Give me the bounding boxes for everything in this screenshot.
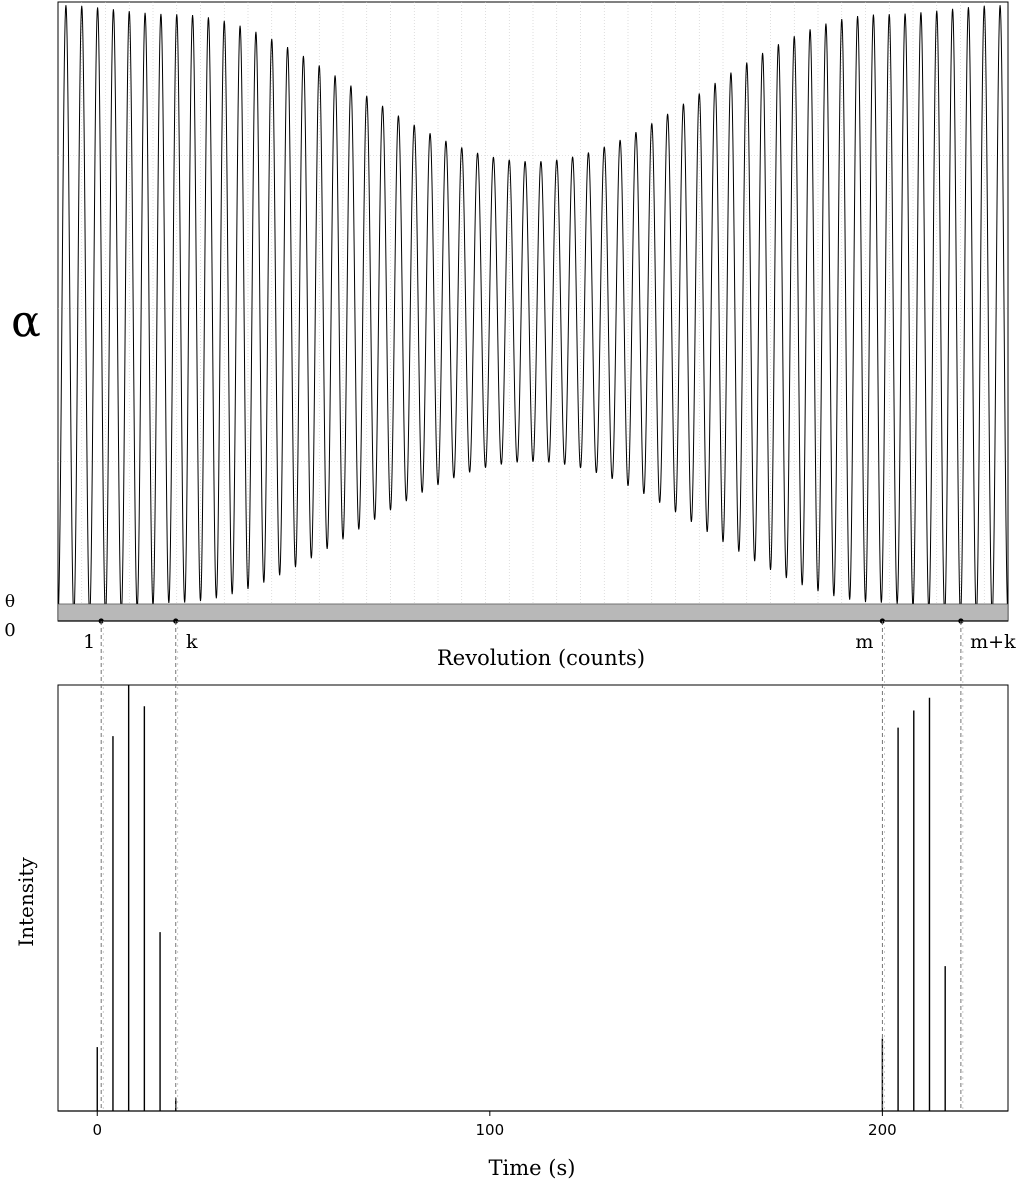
revolution-marker-label: k: [186, 631, 198, 653]
top-panel: α θ 0 1 k m m+k Revolution (counts): [4, 1, 1016, 670]
revolution-markers: 1 k m m+k: [83, 618, 1016, 653]
revolution-marker-label: m+k: [970, 631, 1016, 653]
bottom-x-axis-label: Time (s): [489, 1156, 576, 1180]
time-tick-label: 0: [92, 1121, 102, 1139]
alpha-oscillation-line: [57, 5, 1009, 616]
intensity-bars: [96, 685, 946, 1111]
threshold-band: [57, 603, 1009, 622]
revolution-marker-label: 1: [83, 631, 95, 653]
theta-tick-label: θ: [5, 592, 15, 612]
bottom-plot-frame: [57, 684, 1009, 1112]
marker-connector-lines: [100, 621, 964, 1111]
time-tick-label: 100: [475, 1121, 504, 1139]
intensity-axis-label: Intensity: [14, 857, 38, 947]
revolution-marker-label: m: [855, 631, 873, 653]
alpha-axis-label: α: [11, 296, 41, 347]
zero-tick-label: 0: [4, 620, 15, 641]
top-x-axis-label: Revolution (counts): [437, 646, 645, 670]
time-tick-label: 200: [868, 1121, 897, 1139]
time-ticks: 0 100 200: [92, 1111, 897, 1139]
bottom-panel: 0 100 200 Intensity Time (s): [14, 684, 1009, 1180]
